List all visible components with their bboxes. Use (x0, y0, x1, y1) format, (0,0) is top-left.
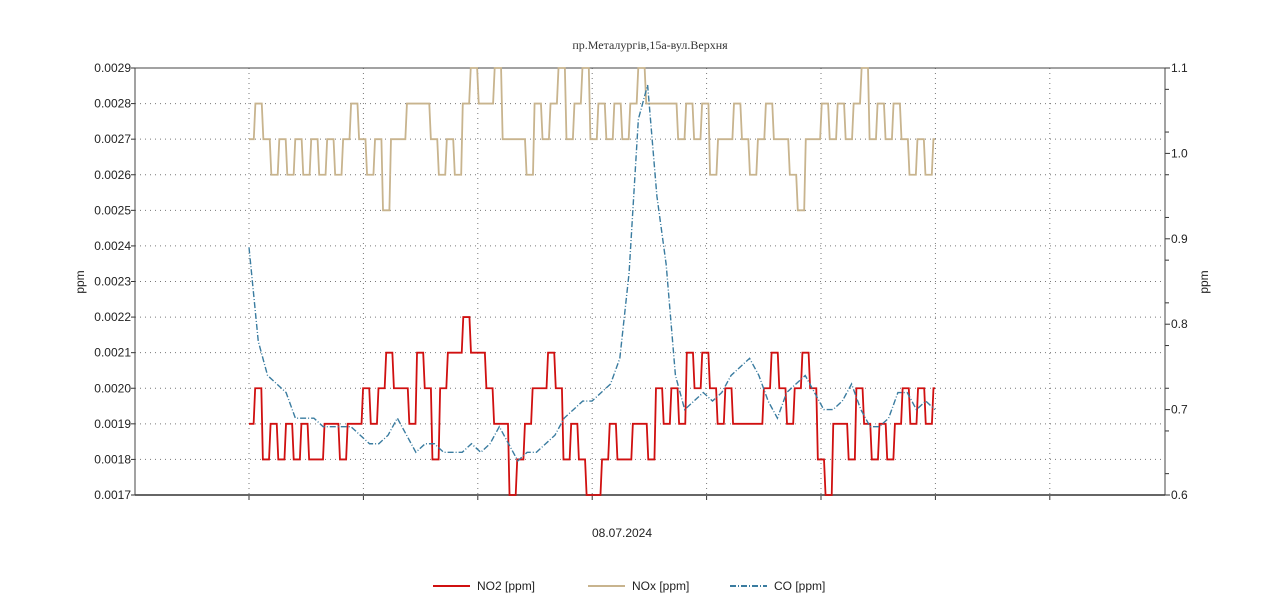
series-line-nox (249, 67, 935, 212)
y-tick-label: 0.0026 (94, 168, 131, 182)
legend-label: NO2 [ppm] (477, 579, 535, 593)
y-tick-label: 0.0020 (94, 381, 131, 395)
y2-tick-label: 0.7 (1171, 403, 1188, 417)
y-tick-label: 0.0017 (94, 488, 131, 502)
chart-title: пр.Металургів,15а-вул.Верхня (572, 38, 728, 52)
legend-label: NOx [ppm] (632, 579, 689, 593)
series-group (248, 67, 936, 496)
legend-label: CO [ppm] (774, 579, 825, 593)
y2-tick-label: 0.8 (1171, 317, 1188, 331)
series-line-co (248, 84, 936, 462)
y2-tick-label: 0.6 (1171, 488, 1188, 502)
y-tick-label: 0.0019 (94, 417, 131, 431)
y-tick-label: 0.0024 (94, 239, 131, 253)
y-tick-label: 0.0027 (94, 132, 131, 146)
y-tick-label: 0.0018 (94, 452, 131, 466)
y-tick-label: 0.0028 (94, 97, 131, 111)
axes: 0.0017 0.0018 0.0019 0.0020 0.0021 0.0022 0.00… (94, 61, 1188, 502)
y2-tick-label: 1.0 (1171, 146, 1188, 160)
y-tick-label: 0.0022 (94, 310, 131, 324)
y-tick-label: 0.0025 (94, 203, 131, 217)
y-tick-label: 0.0021 (94, 346, 131, 360)
grid (135, 68, 1165, 495)
legend: NO2 [ppm] NOx [ppm] CO [ppm] (433, 579, 825, 593)
x-axis-label: 08.07.2024 (592, 526, 652, 540)
series-line-no2 (249, 316, 935, 496)
y-tick-label: 0.0023 (94, 275, 131, 289)
y2-axis-label: ppm (1197, 270, 1211, 293)
y2-tick-label: 0.9 (1171, 232, 1188, 246)
y2-tick-label: 1.1 (1171, 61, 1188, 75)
y-tick-label: 0.0029 (94, 61, 131, 75)
y-axis-label: ppm (73, 270, 87, 293)
